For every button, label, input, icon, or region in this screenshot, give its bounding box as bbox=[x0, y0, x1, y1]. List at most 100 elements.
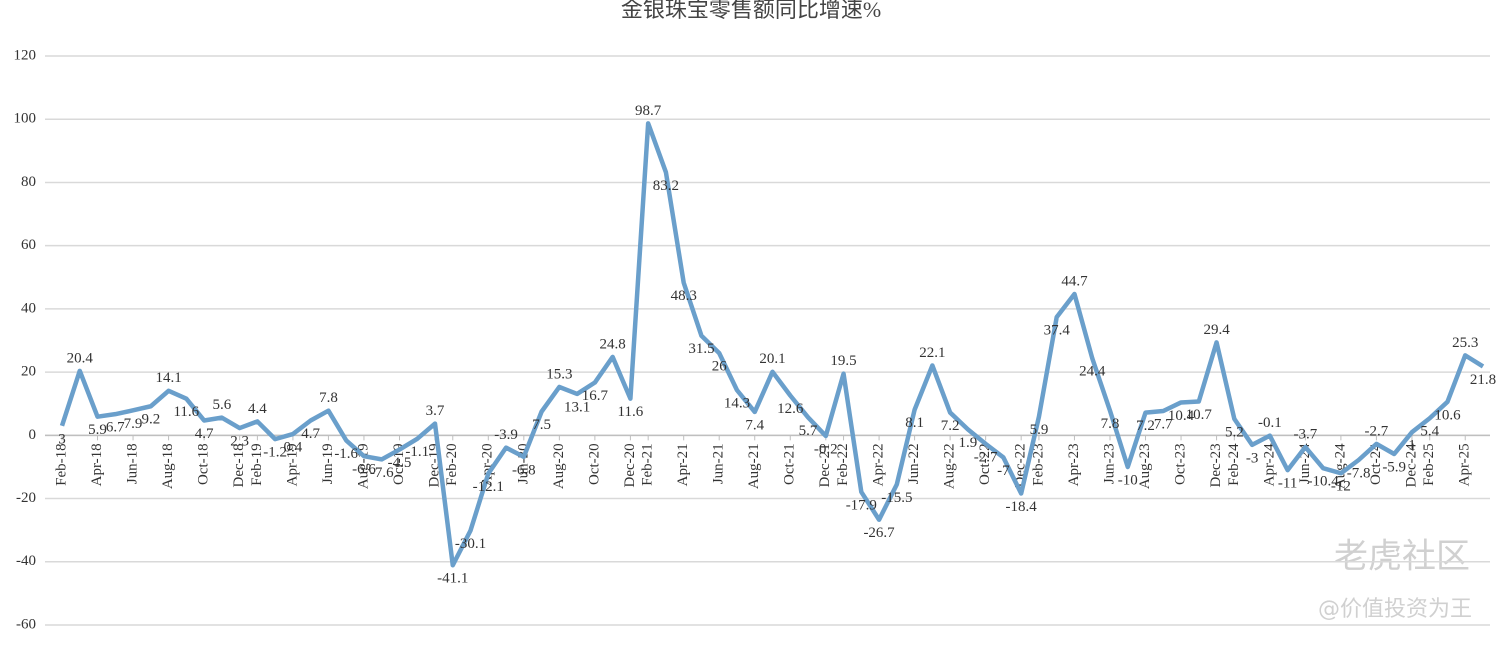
x-tick-label: Apr-25 bbox=[1457, 443, 1473, 486]
data-label: -10 bbox=[1118, 472, 1138, 488]
data-label: 19.5 bbox=[830, 353, 856, 369]
data-label: 5.9 bbox=[88, 422, 107, 438]
data-label: 1 bbox=[1408, 438, 1416, 454]
data-label: 16.7 bbox=[582, 388, 609, 404]
x-tick-label: Dec-21 bbox=[817, 443, 833, 487]
x-tick-label: Dec-24 bbox=[1403, 443, 1419, 488]
data-label: -12 bbox=[1331, 479, 1351, 495]
data-label: 2.3 bbox=[230, 434, 249, 450]
data-label: 0.4 bbox=[284, 440, 303, 456]
data-label: 7.2 bbox=[941, 418, 960, 434]
data-label: 10.7 bbox=[1186, 407, 1213, 423]
x-tick-label: Apr-20 bbox=[480, 443, 496, 486]
x-tick-label: Dec-18 bbox=[231, 443, 247, 487]
data-label: 3 bbox=[58, 431, 66, 447]
data-label: 29.4 bbox=[1203, 322, 1230, 338]
x-tick-label: Apr-22 bbox=[871, 443, 887, 486]
data-label: 22.1 bbox=[919, 345, 945, 361]
x-tick-label: Oct-18 bbox=[196, 443, 212, 485]
data-label: -10.4 bbox=[1308, 474, 1340, 490]
x-tick-label: Aug-18 bbox=[160, 443, 176, 489]
data-label: -1.1 bbox=[405, 444, 429, 460]
data-label: 13.1 bbox=[564, 399, 590, 415]
x-tick-label: Aug-23 bbox=[1137, 443, 1153, 489]
y-tick-label: -40 bbox=[16, 553, 36, 569]
x-tick-label: Feb-18 bbox=[53, 443, 69, 486]
data-label: -3 bbox=[1246, 450, 1259, 466]
data-label: -18.4 bbox=[1006, 499, 1038, 515]
data-label: -3.9 bbox=[494, 427, 518, 443]
data-label: -6.8 bbox=[512, 462, 536, 478]
data-label: -11 bbox=[1278, 476, 1297, 492]
data-label: 8.1 bbox=[905, 415, 924, 431]
x-tick-label: Oct-20 bbox=[586, 443, 602, 485]
x-tick-label: Dec-23 bbox=[1208, 443, 1224, 487]
x-tick-label: Feb-25 bbox=[1421, 443, 1437, 486]
data-label: 4.7 bbox=[195, 426, 214, 442]
x-tick-label: Feb-24 bbox=[1226, 443, 1242, 486]
x-tick-label: Feb-21 bbox=[640, 443, 656, 486]
data-label: -3.7 bbox=[1294, 426, 1318, 442]
data-label: -7.6 bbox=[370, 465, 394, 481]
data-label: 98.7 bbox=[635, 103, 662, 119]
data-label: 6.7 bbox=[106, 420, 125, 436]
data-label: 3.7 bbox=[426, 403, 445, 419]
data-label: 7.5 bbox=[532, 417, 551, 433]
data-label: 24.4 bbox=[1079, 364, 1106, 380]
x-tick-label: Apr-19 bbox=[284, 443, 300, 486]
data-label: -41.1 bbox=[437, 571, 468, 587]
data-label: 7.8 bbox=[1101, 416, 1120, 432]
data-label: -4.5 bbox=[388, 455, 412, 471]
data-label: 15.3 bbox=[546, 366, 572, 382]
data-label: -30.1 bbox=[455, 536, 486, 552]
y-tick-label: -20 bbox=[16, 490, 36, 506]
data-line bbox=[59, 121, 1485, 568]
x-tick-label: Oct-24 bbox=[1368, 443, 1384, 485]
x-tick-label: Feb-19 bbox=[249, 443, 265, 486]
data-label: 5.7 bbox=[799, 423, 818, 439]
data-label: -26.7 bbox=[863, 525, 895, 541]
data-label: 83.2 bbox=[653, 178, 679, 194]
y-tick-label: 40 bbox=[21, 300, 36, 316]
data-label: 4.4 bbox=[248, 401, 267, 417]
data-label: -6.6 bbox=[352, 462, 376, 478]
x-tick-label: Feb-23 bbox=[1030, 443, 1046, 486]
watermark: 老虎社区 bbox=[1334, 537, 1470, 577]
y-tick-label: 100 bbox=[14, 111, 37, 127]
data-label: 14.1 bbox=[155, 370, 181, 386]
data-label: 4.7 bbox=[301, 426, 320, 442]
x-tick-label: Apr-21 bbox=[675, 443, 691, 486]
data-label: -15.5 bbox=[881, 490, 912, 506]
data-label: -1.6 bbox=[334, 446, 358, 462]
y-tick-label: 60 bbox=[21, 237, 36, 253]
data-label: -7.8 bbox=[1347, 465, 1371, 481]
x-tick-label: Jun-18 bbox=[124, 443, 140, 484]
watermark: @价值投资为王 bbox=[1318, 597, 1472, 622]
data-label: 14.3 bbox=[724, 396, 750, 412]
data-label: 20.4 bbox=[67, 350, 94, 366]
data-label: -17.9 bbox=[846, 497, 877, 513]
data-label: 1.9 bbox=[959, 435, 978, 451]
data-label: 11.6 bbox=[618, 404, 644, 420]
x-tick-label: Apr-23 bbox=[1066, 443, 1082, 486]
data-label: 48.3 bbox=[671, 288, 697, 304]
x-tick-label: Oct-22 bbox=[977, 443, 993, 485]
data-label: 44.7 bbox=[1061, 273, 1088, 289]
data-label: -2.7 bbox=[974, 449, 998, 465]
data-label: 5.2 bbox=[1225, 424, 1244, 440]
data-label: 5.6 bbox=[212, 397, 231, 413]
data-label: -12.1 bbox=[473, 479, 504, 495]
x-tick-label: Apr-24 bbox=[1261, 443, 1277, 487]
data-label: 37.4 bbox=[1044, 323, 1071, 339]
data-label: 26 bbox=[712, 359, 728, 375]
data-label: 10.6 bbox=[1434, 407, 1461, 423]
data-label: -5.9 bbox=[1382, 459, 1406, 475]
chart-title: 金银珠宝零售额同比增速% bbox=[621, 0, 881, 22]
x-tick-label: Aug-22 bbox=[942, 443, 958, 489]
x-tick-label: Apr-18 bbox=[89, 443, 105, 486]
data-label: 9.2 bbox=[141, 412, 160, 428]
data-label: 11.6 bbox=[173, 404, 199, 420]
x-tick-label: Jun-19 bbox=[320, 443, 336, 484]
data-label: 7.8 bbox=[319, 390, 338, 406]
